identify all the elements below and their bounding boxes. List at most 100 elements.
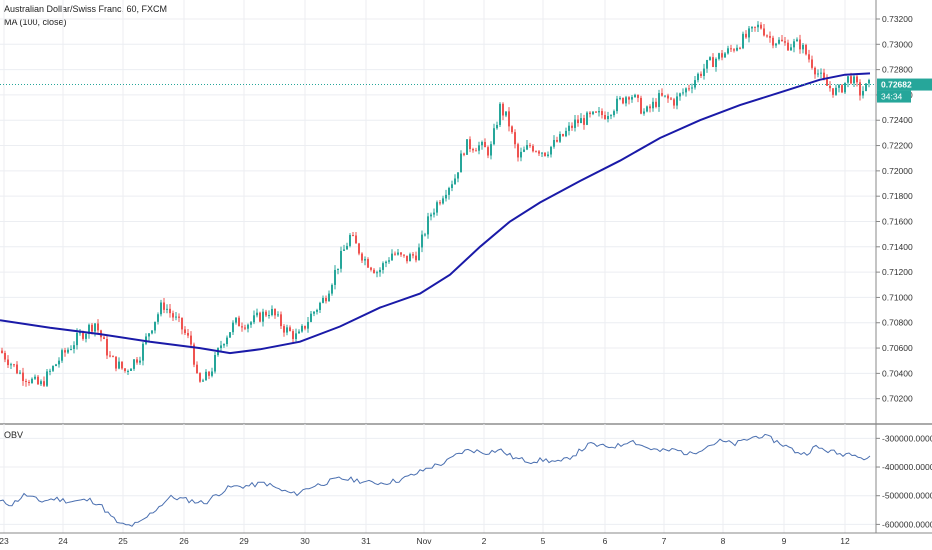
countdown-badge bbox=[877, 90, 911, 103]
candle-body bbox=[205, 371, 207, 381]
candle-body bbox=[157, 314, 159, 322]
candle-body bbox=[526, 145, 528, 150]
candle-body bbox=[856, 76, 858, 83]
candle-body bbox=[511, 126, 513, 133]
candle-body bbox=[271, 308, 273, 316]
candle-body bbox=[751, 26, 753, 29]
candle-body bbox=[376, 272, 378, 274]
candle-body bbox=[829, 85, 831, 89]
candle-body bbox=[193, 344, 195, 365]
candle-body bbox=[862, 91, 864, 96]
candle-body bbox=[277, 314, 279, 316]
candle-body bbox=[247, 324, 249, 329]
candle-body bbox=[460, 153, 462, 173]
candle-body bbox=[433, 212, 435, 215]
candle-body bbox=[667, 95, 669, 99]
candle-body bbox=[85, 333, 87, 339]
candle-body bbox=[832, 88, 834, 95]
candle-body bbox=[703, 68, 705, 76]
candle-body bbox=[46, 371, 48, 386]
candle-body bbox=[583, 118, 585, 125]
obv-tick-label: -300000.000000 bbox=[882, 433, 932, 443]
candle-body bbox=[295, 333, 297, 340]
candle-body bbox=[172, 313, 174, 318]
candle-body bbox=[118, 361, 120, 369]
countdown-label: 34:34 bbox=[881, 92, 903, 102]
obv-tick-label: -600000.000000 bbox=[882, 519, 932, 529]
candle-body bbox=[736, 47, 738, 51]
y-tick-label: 0.70400 bbox=[882, 368, 913, 378]
candle-body bbox=[541, 152, 543, 154]
candle-body bbox=[805, 44, 807, 55]
candle-body bbox=[325, 297, 327, 302]
candle-body bbox=[535, 151, 537, 153]
candle-body bbox=[754, 26, 756, 28]
candle-body bbox=[160, 302, 162, 315]
candle-body bbox=[553, 139, 555, 147]
candle-body bbox=[190, 335, 192, 345]
x-tick-label: Nov bbox=[416, 536, 432, 546]
candle-body bbox=[307, 321, 309, 329]
candle-body bbox=[592, 111, 594, 115]
candle-body bbox=[631, 97, 633, 100]
candle-body bbox=[730, 48, 732, 50]
y-tick-label: 0.70200 bbox=[882, 394, 913, 404]
candle-body bbox=[796, 39, 798, 42]
x-tick-label: 6 bbox=[603, 536, 608, 546]
candle-body bbox=[58, 360, 60, 365]
candle-body bbox=[49, 370, 51, 372]
candle-body bbox=[355, 235, 357, 244]
y-tick-label: 0.71800 bbox=[882, 191, 913, 201]
obv-line bbox=[0, 433, 871, 527]
candle-body bbox=[448, 187, 450, 195]
candle-body bbox=[79, 332, 81, 334]
candle-body bbox=[43, 381, 45, 386]
obv-axis[interactable]: -300000.000000 -400000.000000 -500000.0000… bbox=[876, 433, 932, 529]
candle-body bbox=[319, 302, 321, 310]
candle-body bbox=[10, 364, 12, 366]
candle-body bbox=[586, 112, 588, 125]
candle-body bbox=[574, 119, 576, 128]
candle-body bbox=[340, 250, 342, 269]
candle-body bbox=[181, 317, 183, 330]
candle-body bbox=[220, 345, 222, 349]
candle-body bbox=[490, 144, 492, 156]
candle-body bbox=[166, 308, 168, 310]
candle-body bbox=[496, 124, 498, 129]
candle-body bbox=[826, 79, 828, 86]
candle-body bbox=[397, 252, 399, 255]
candle-body bbox=[811, 59, 813, 68]
y-tick-label: 0.70600 bbox=[882, 343, 913, 353]
candle-body bbox=[634, 94, 636, 98]
candle-body bbox=[850, 76, 852, 84]
candle-body bbox=[664, 95, 666, 97]
candle-body bbox=[394, 253, 396, 255]
candle-body bbox=[622, 97, 624, 104]
candle-body bbox=[637, 94, 639, 98]
candle-body bbox=[301, 325, 303, 332]
candle-body bbox=[229, 332, 231, 338]
candle-body bbox=[250, 322, 252, 325]
candle-body bbox=[808, 54, 810, 60]
candle-body bbox=[721, 53, 723, 58]
candle-body bbox=[262, 311, 264, 322]
candle-body bbox=[127, 370, 129, 372]
candle-body bbox=[184, 329, 186, 334]
price-axis[interactable]: 0.732000.730000.728000.726000.724000.722… bbox=[875, 0, 932, 533]
candle-body bbox=[142, 343, 144, 361]
obv-grid bbox=[0, 423, 932, 533]
y-tick-label: 0.72200 bbox=[882, 141, 913, 151]
time-axis[interactable]: 23 24 25 26 29 30 31 Nov 2 5 6 7 8 9 12 bbox=[0, 532, 932, 546]
candle-body bbox=[775, 43, 777, 46]
candle-body bbox=[313, 311, 315, 314]
candle-body bbox=[244, 327, 246, 329]
candle-body bbox=[238, 317, 240, 327]
candle-body bbox=[67, 349, 69, 353]
candle-body bbox=[436, 202, 438, 213]
candle-body bbox=[358, 243, 360, 254]
candle-body bbox=[211, 371, 213, 376]
candle-body bbox=[76, 332, 78, 346]
obv-tick-label: -500000.000000 bbox=[882, 491, 932, 501]
candle-body bbox=[466, 139, 468, 155]
